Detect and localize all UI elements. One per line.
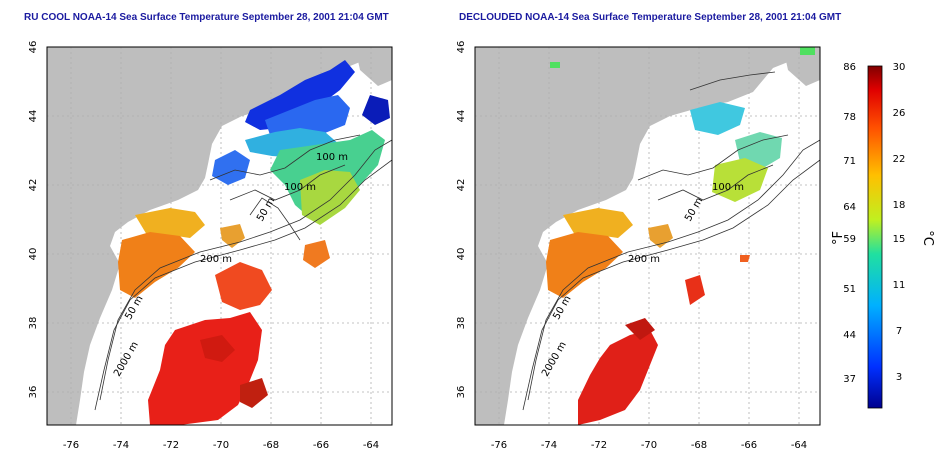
c-tick-label: 15 xyxy=(893,234,906,245)
c-tick-label: 18 xyxy=(893,200,906,211)
f-tick-label: 64 xyxy=(843,202,856,213)
y-axis: 46 44 42 40 38 36 xyxy=(456,41,467,399)
colorbar: 86 78 71 64 59 51 44 37 30 26 22 18 15 1… xyxy=(831,62,935,409)
y-axis: 46 44 42 40 38 36 xyxy=(28,41,39,399)
c-tick-label: 30 xyxy=(893,62,906,73)
f-tick-label: 44 xyxy=(843,330,856,341)
x-tick-label: -72 xyxy=(163,440,179,451)
f-tick-label: 59 xyxy=(843,234,856,245)
isobath-contours xyxy=(522,71,820,411)
f-tick-label: 86 xyxy=(843,62,856,73)
left-map-title: RU COOL NOAA-14 Sea Surface Temperature … xyxy=(24,12,389,23)
y-tick-label: 44 xyxy=(456,110,467,123)
y-tick-label: 36 xyxy=(456,386,467,399)
c-tick-label: 11 xyxy=(893,280,906,291)
celsius-unit-label: °C xyxy=(920,230,935,246)
y-tick-label: 42 xyxy=(456,179,467,192)
x-tick-label: -76 xyxy=(491,440,507,451)
y-tick-label: 46 xyxy=(28,41,39,54)
x-tick-label: -76 xyxy=(63,440,79,451)
c-tick-label: 7 xyxy=(896,326,902,337)
y-tick-label: 42 xyxy=(28,179,39,192)
contour-label: 100 m xyxy=(712,182,744,193)
f-tick-label: 78 xyxy=(843,112,856,123)
contour-label: 100 m xyxy=(316,152,348,163)
x-tick-label: -66 xyxy=(313,440,329,451)
contour-label: 200 m xyxy=(628,254,660,265)
right-map: 100 m 50 m 200 m 50 m 2000 m -76 -74 -72… xyxy=(456,41,821,451)
y-tick-label: 36 xyxy=(28,386,39,399)
map-frame xyxy=(474,46,821,426)
y-tick-label: 44 xyxy=(28,110,39,123)
contour-label: 100 m xyxy=(284,182,316,193)
c-tick-label: 3 xyxy=(896,372,902,383)
f-tick-label: 37 xyxy=(843,374,856,385)
x-tick-label: -70 xyxy=(641,440,657,451)
celsius-scale: 30 26 22 18 15 11 7 3 xyxy=(893,62,906,383)
fahrenheit-scale: 86 78 71 64 59 51 44 37 xyxy=(843,62,856,385)
c-tick-label: 26 xyxy=(893,108,906,119)
map-frame xyxy=(46,46,393,426)
isobath-contours xyxy=(94,134,392,411)
land-mass xyxy=(475,47,798,425)
x-tick-label: -72 xyxy=(591,440,607,451)
fahrenheit-unit-label: °F xyxy=(831,231,846,245)
contour-label: 200 m xyxy=(200,254,232,265)
x-tick-label: -64 xyxy=(363,440,379,451)
land-mass xyxy=(47,47,370,425)
x-tick-label: -70 xyxy=(213,440,229,451)
c-tick-label: 22 xyxy=(893,154,906,165)
f-tick-label: 71 xyxy=(843,156,856,167)
colorbar-gradient xyxy=(867,65,883,409)
y-tick-label: 46 xyxy=(456,41,467,54)
x-axis: -76 -74 -72 -70 -68 -66 -64 xyxy=(63,440,379,451)
f-tick-label: 51 xyxy=(843,284,856,295)
x-tick-label: -74 xyxy=(541,440,557,451)
y-tick-label: 38 xyxy=(28,317,39,330)
x-tick-label: -74 xyxy=(113,440,129,451)
x-tick-label: -68 xyxy=(691,440,707,451)
y-tick-label: 38 xyxy=(456,317,467,330)
right-map-title: DECLOUDED NOAA-14 Sea Surface Temperatur… xyxy=(459,12,842,23)
y-tick-label: 40 xyxy=(456,248,467,261)
x-tick-label: -66 xyxy=(741,440,757,451)
x-axis: -76 -74 -72 -70 -68 -66 -64 xyxy=(491,440,807,451)
y-tick-label: 40 xyxy=(28,248,39,261)
left-map: 100 m 100 m 50 m 200 m 50 m 2000 m -76 -… xyxy=(28,41,393,451)
sst-patches xyxy=(118,60,390,425)
x-tick-label: -64 xyxy=(791,440,807,451)
x-tick-label: -68 xyxy=(263,440,279,451)
